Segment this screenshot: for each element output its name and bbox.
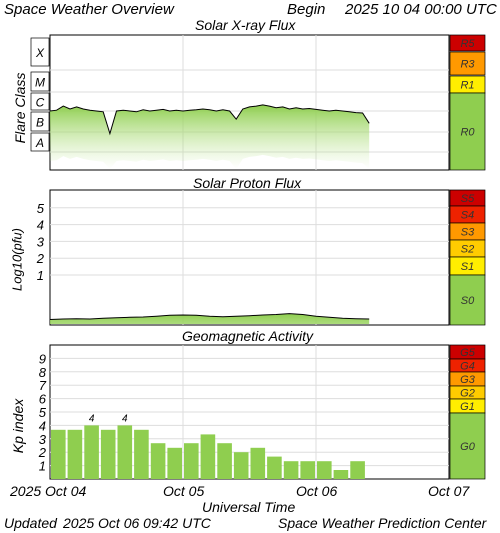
kp-bar <box>333 470 349 479</box>
kp-data-label: 4 <box>89 413 95 424</box>
geomag-scale-label: G0 <box>460 441 476 453</box>
geomag-scale-seg <box>449 412 486 480</box>
proton-panel: 1 2 34 5 S5 S4 S3 S2 S1 S0 <box>36 189 486 370</box>
x-tick-oct07: Oct 07 <box>428 483 470 499</box>
x-axis-title: Universal Time <box>202 499 296 515</box>
kp-bar <box>283 461 299 479</box>
geomag-scale-label: G2 <box>460 388 475 400</box>
updated-value: 2025 Oct 06 09:42 UTC <box>63 515 211 531</box>
geomag-ytick: 2 <box>38 445 47 460</box>
x-tick-oct04: 2025 Oct 04 <box>10 483 87 499</box>
geomag-scale-label: G3 <box>460 374 476 386</box>
proton-ytick: 2 <box>36 251 45 266</box>
xray-scale-seg <box>449 34 486 52</box>
proton-scale-label: S2 <box>461 244 474 256</box>
kp-bar <box>117 425 133 479</box>
kp-bar <box>51 429 66 479</box>
kp-bar <box>200 434 216 479</box>
kp-bar <box>84 425 99 479</box>
xray-fill <box>50 104 370 169</box>
xray-class-label: M <box>35 76 45 90</box>
kp-bar <box>100 429 116 479</box>
xray-scale-seg <box>449 92 486 171</box>
kp-bar <box>167 447 182 479</box>
xray-class-label: X <box>35 46 45 60</box>
geomag-ytick: 4 <box>39 418 46 433</box>
proton-ytick: 1 <box>37 268 44 283</box>
geomag-ytick: 1 <box>39 459 46 474</box>
xray-scale-seg <box>449 51 486 76</box>
xray-class-label: A <box>35 136 44 150</box>
geomag-scale-label: G4 <box>460 361 475 373</box>
credit: Space Weather Prediction Center <box>278 515 487 531</box>
geomag-ytick: 9 <box>39 351 46 366</box>
xray-scale-label: R5 <box>460 38 475 50</box>
xray-class-box <box>30 92 50 111</box>
geomag-title: Geomagnetic Activity <box>182 328 313 344</box>
proton-ytick: 3 <box>37 234 45 249</box>
kp-bar <box>217 443 232 479</box>
proton-title: Solar Proton Flux <box>193 175 302 191</box>
kp-bar <box>67 429 83 479</box>
kp-data-label: 4 <box>122 413 128 424</box>
xray-class-box <box>30 111 50 132</box>
xray-class-label: C <box>36 96 45 110</box>
geomag-ytick: 5 <box>39 405 47 420</box>
updated-label: Updated <box>4 515 57 531</box>
geomag-ytick: 7 <box>39 378 47 393</box>
kp-bar <box>233 452 249 479</box>
xray-class-box <box>30 71 50 92</box>
xray-class-label: B <box>36 116 44 130</box>
proton-ytick: 5 <box>37 201 45 216</box>
kp-bar <box>150 443 166 479</box>
xray-scale-label: R1 <box>460 80 474 92</box>
kp-bar <box>267 456 282 479</box>
xray-scale-label: R0 <box>460 127 475 139</box>
proton-scale-label: S0 <box>461 295 475 307</box>
xray-class-box <box>30 132 50 152</box>
kp-bar <box>250 447 266 479</box>
xray-line <box>49 104 370 136</box>
proton-line <box>49 313 370 320</box>
xray-scale-label: R3 <box>460 59 475 71</box>
kp-bar <box>184 443 199 479</box>
geomag-scale-label: G5 <box>460 347 476 359</box>
geomag-ytick: 3 <box>39 432 47 447</box>
proton-frame <box>49 189 450 326</box>
geomag-ytick: 6 <box>39 392 47 407</box>
page-title: Space Weather Overview <box>4 1 174 18</box>
x-tick-oct05: Oct 05 <box>163 483 205 499</box>
kp-bar <box>317 461 332 479</box>
proton-ytick: 4 <box>37 218 44 233</box>
xray-class-box <box>30 37 50 67</box>
begin-label: Begin <box>287 1 326 18</box>
xray-title: Solar X-ray Flux <box>195 17 296 33</box>
kp-bar <box>134 429 149 479</box>
x-tick-oct06: Oct 06 <box>296 483 338 499</box>
proton-scale-label: S3 <box>461 227 475 239</box>
kp-bar <box>350 461 365 479</box>
proton-scale-label: S4 <box>461 210 474 222</box>
geomag-ytick: 8 <box>39 365 47 380</box>
proton-scale-label: S1 <box>461 261 474 273</box>
geomag-scale-label: G1 <box>460 401 475 413</box>
proton-scale-label: S5 <box>461 193 475 205</box>
kp-bar <box>300 461 315 479</box>
proton-scale-seg <box>449 274 486 326</box>
begin-value: 2025 10 04 00:00 UTC <box>345 1 497 18</box>
